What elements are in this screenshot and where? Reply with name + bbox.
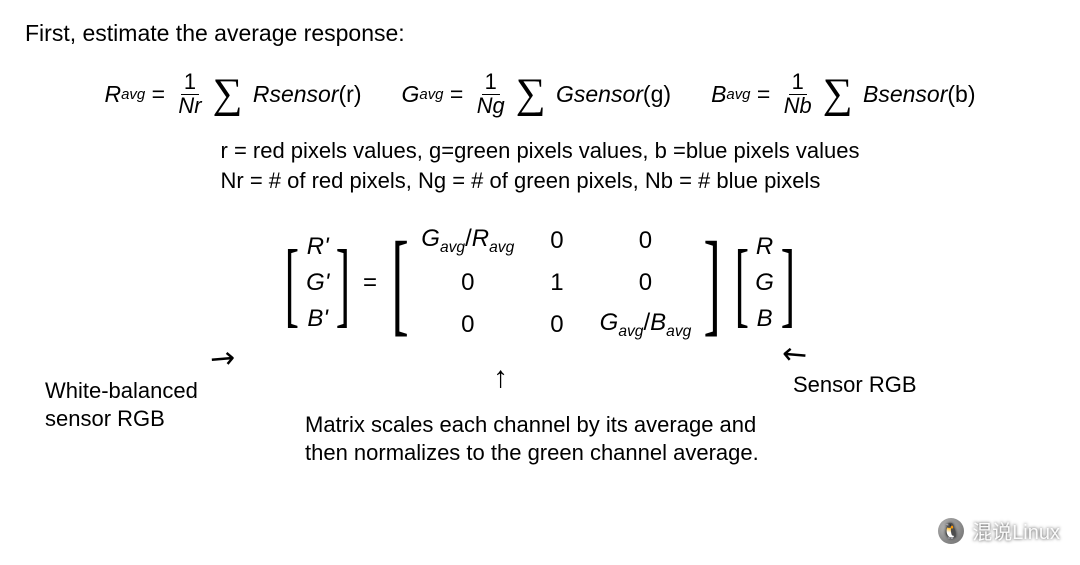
in-b: B [755,301,774,337]
g-avg-lhs-sym: G [402,81,420,108]
m10: 0 [421,269,514,297]
matrix-equation: [ R' G' B' ] = [ Gavg/Ravg 0 0 0 1 0 0 0… [25,217,1055,349]
g-avg-arg: g [651,81,664,107]
r-avg-equation: Ravg = 1Nr ∑ Rsensor(r) [104,71,361,118]
watermark-text: 混说Linux [972,516,1060,545]
average-equations-row: Ravg = 1Nr ∑ Rsensor(r) Gavg = 1Ng ∑ Gse… [25,71,1055,118]
watermark-icon: 🐧 [938,518,964,544]
output-vector: [ R' G' B' ] [286,223,349,343]
out-g: G' [306,265,329,301]
g-avg-lhs-sub: avg [419,86,443,103]
m20: 0 [421,311,514,339]
b-avg-arg: b [955,81,968,107]
white-balanced-label: White-balanced sensor RGB [45,377,198,434]
r-avg-lhs-sym: R [104,81,121,108]
in-r: R [755,229,774,265]
in-g: G [755,265,774,301]
b-avg-fn: Bsensor [863,81,947,107]
m02: 0 [600,227,692,255]
scale-matrix: [ Gavg/Ravg 0 0 0 1 0 0 0 Gavg/Bavg ] [391,217,722,349]
sigma-icon: ∑ [516,78,546,112]
m00: Gavg/Ravg [421,225,514,257]
m01: 0 [550,227,563,255]
g-avg-fn: Gsensor [556,81,643,107]
m21: 0 [550,311,563,339]
out-r: R' [306,229,329,265]
defs-line-2: Nr = # of red pixels, Ng = # of green pi… [221,166,860,196]
b-avg-equation: Bavg = 1Nb ∑ Bsensor(b) [711,71,975,118]
sensor-rgb-label: Sensor RGB [793,371,917,400]
m12: 0 [600,269,692,297]
annotation-layer: ↗ White-balanced sensor RGB ↑ Matrix sca… [25,349,1055,514]
r-avg-fn: Rsensor [253,81,339,107]
r-avg-denom: Nr [175,95,204,118]
r-avg-arg: r [346,81,354,107]
watermark: 🐧 混说Linux [938,516,1060,545]
input-vector: [ R G B ] [736,223,794,343]
m11: 1 [550,269,563,297]
b-avg-denom: Nb [781,95,815,118]
arrow-icon: ↑ [493,361,508,395]
intro-text: First, estimate the average response: [25,20,1055,47]
m22: Gavg/Bavg [600,309,692,341]
b-avg-lhs-sym: B [711,81,726,108]
g-avg-equation: Gavg = 1Ng ∑ Gsensor(g) [402,71,672,118]
r-avg-lhs-sub: avg [121,86,145,103]
out-b: B' [306,301,329,337]
sigma-icon: ∑ [823,78,853,112]
matrix-description-label: Matrix scales each channel by its averag… [305,411,759,468]
defs-line-1: r = red pixels values, g=green pixels va… [221,136,860,166]
variable-definitions: r = red pixels values, g=green pixels va… [221,136,860,195]
sigma-icon: ∑ [212,78,242,112]
b-avg-lhs-sub: avg [726,86,750,103]
g-avg-denom: Ng [474,95,508,118]
